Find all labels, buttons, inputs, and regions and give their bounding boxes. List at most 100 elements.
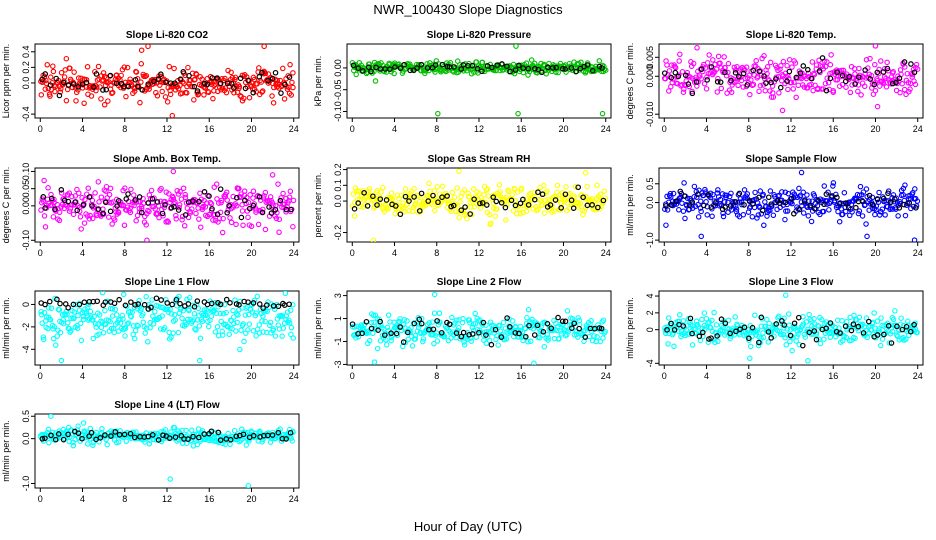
- reference-point: [361, 190, 367, 196]
- y-tick-label: 0.1: [333, 179, 343, 192]
- reference-point: [598, 325, 605, 332]
- x-tick-label: 24: [601, 124, 611, 134]
- reference-point: [722, 320, 729, 327]
- data-point: [499, 331, 505, 338]
- data-point: [269, 172, 276, 178]
- data-point: [287, 188, 294, 195]
- data-point: [572, 183, 579, 190]
- reference-point: [714, 78, 721, 85]
- data-point: [245, 483, 252, 488]
- x-tick-label: 12: [162, 124, 172, 134]
- reference-point: [498, 334, 505, 340]
- data-point: [784, 208, 791, 214]
- data-point: [365, 188, 372, 194]
- x-tick-label: 8: [434, 248, 439, 258]
- data-point: [61, 74, 68, 80]
- reference-point: [93, 71, 100, 77]
- data-point: [809, 59, 816, 65]
- data-point: [107, 185, 114, 192]
- data-point: [575, 315, 581, 321]
- data-point: [122, 333, 128, 339]
- data-point: [47, 74, 54, 80]
- reference-point: [397, 211, 404, 218]
- reference-point: [759, 207, 766, 214]
- reference-point: [60, 79, 67, 86]
- points-group: [349, 44, 609, 117]
- reference-point: [55, 431, 62, 437]
- y-tick-label: 4: [645, 294, 655, 299]
- data-point: [189, 206, 195, 212]
- reference-point: [483, 332, 489, 338]
- data-point: [824, 201, 830, 207]
- reference-point: [366, 64, 372, 71]
- reference-point: [799, 342, 806, 349]
- reference-point: [570, 205, 577, 211]
- data-point: [220, 215, 226, 222]
- data-point: [721, 54, 727, 60]
- reference-point: [81, 299, 88, 306]
- data-point: [377, 338, 384, 344]
- data-point: [170, 194, 176, 201]
- reference-point: [172, 434, 179, 440]
- data-point: [270, 100, 277, 106]
- data-point: [858, 92, 864, 98]
- reference-point: [787, 332, 794, 339]
- data-point: [94, 84, 100, 90]
- data-point: [175, 329, 182, 336]
- data-point: [201, 92, 207, 98]
- reference-point: [786, 68, 793, 75]
- data-point: [541, 343, 548, 350]
- data-point: [789, 347, 795, 354]
- reference-point: [153, 295, 160, 302]
- reference-point: [245, 299, 251, 305]
- data-point: [448, 335, 454, 341]
- data-point: [132, 327, 139, 334]
- data-point: [679, 200, 685, 206]
- reference-point: [859, 198, 866, 205]
- reference-point: [108, 433, 114, 439]
- data-point: [747, 343, 754, 350]
- reference-point: [896, 75, 903, 82]
- data-point: [484, 328, 490, 335]
- reference-point: [893, 79, 899, 86]
- reference-point: [800, 63, 807, 69]
- data-point: [255, 221, 262, 228]
- data-point: [220, 310, 227, 317]
- data-point: [740, 84, 746, 90]
- data-point: [84, 63, 91, 70]
- data-point: [237, 346, 243, 353]
- data-point: [849, 209, 855, 215]
- x-tick-label: 20: [558, 371, 568, 381]
- reference-point: [250, 202, 257, 209]
- data-point: [878, 315, 884, 321]
- data-point: [461, 342, 468, 348]
- data-point: [420, 204, 426, 210]
- data-point: [843, 84, 849, 90]
- y-tick-label: 0.005: [645, 46, 655, 69]
- data-point: [470, 186, 477, 192]
- data-point: [63, 55, 70, 62]
- data-point: [162, 94, 169, 100]
- data-point: [82, 196, 88, 203]
- data-point: [98, 324, 105, 331]
- reference-point: [171, 203, 177, 210]
- data-point: [89, 215, 96, 222]
- reference-point: [779, 318, 785, 324]
- data-point: [679, 82, 685, 88]
- data-point: [50, 214, 57, 220]
- reference-point: [516, 62, 522, 69]
- points-group: [662, 169, 921, 242]
- reference-point: [107, 72, 114, 79]
- data-point: [77, 214, 84, 220]
- data-point: [246, 311, 252, 318]
- reference-point: [671, 327, 678, 333]
- reference-point: [517, 200, 524, 207]
- data-point: [240, 222, 246, 229]
- data-point: [191, 97, 197, 103]
- data-point: [914, 329, 920, 336]
- reference-point: [287, 429, 294, 436]
- data-point: [66, 190, 73, 196]
- x-tick-label: 16: [204, 124, 214, 134]
- data-point: [785, 86, 791, 93]
